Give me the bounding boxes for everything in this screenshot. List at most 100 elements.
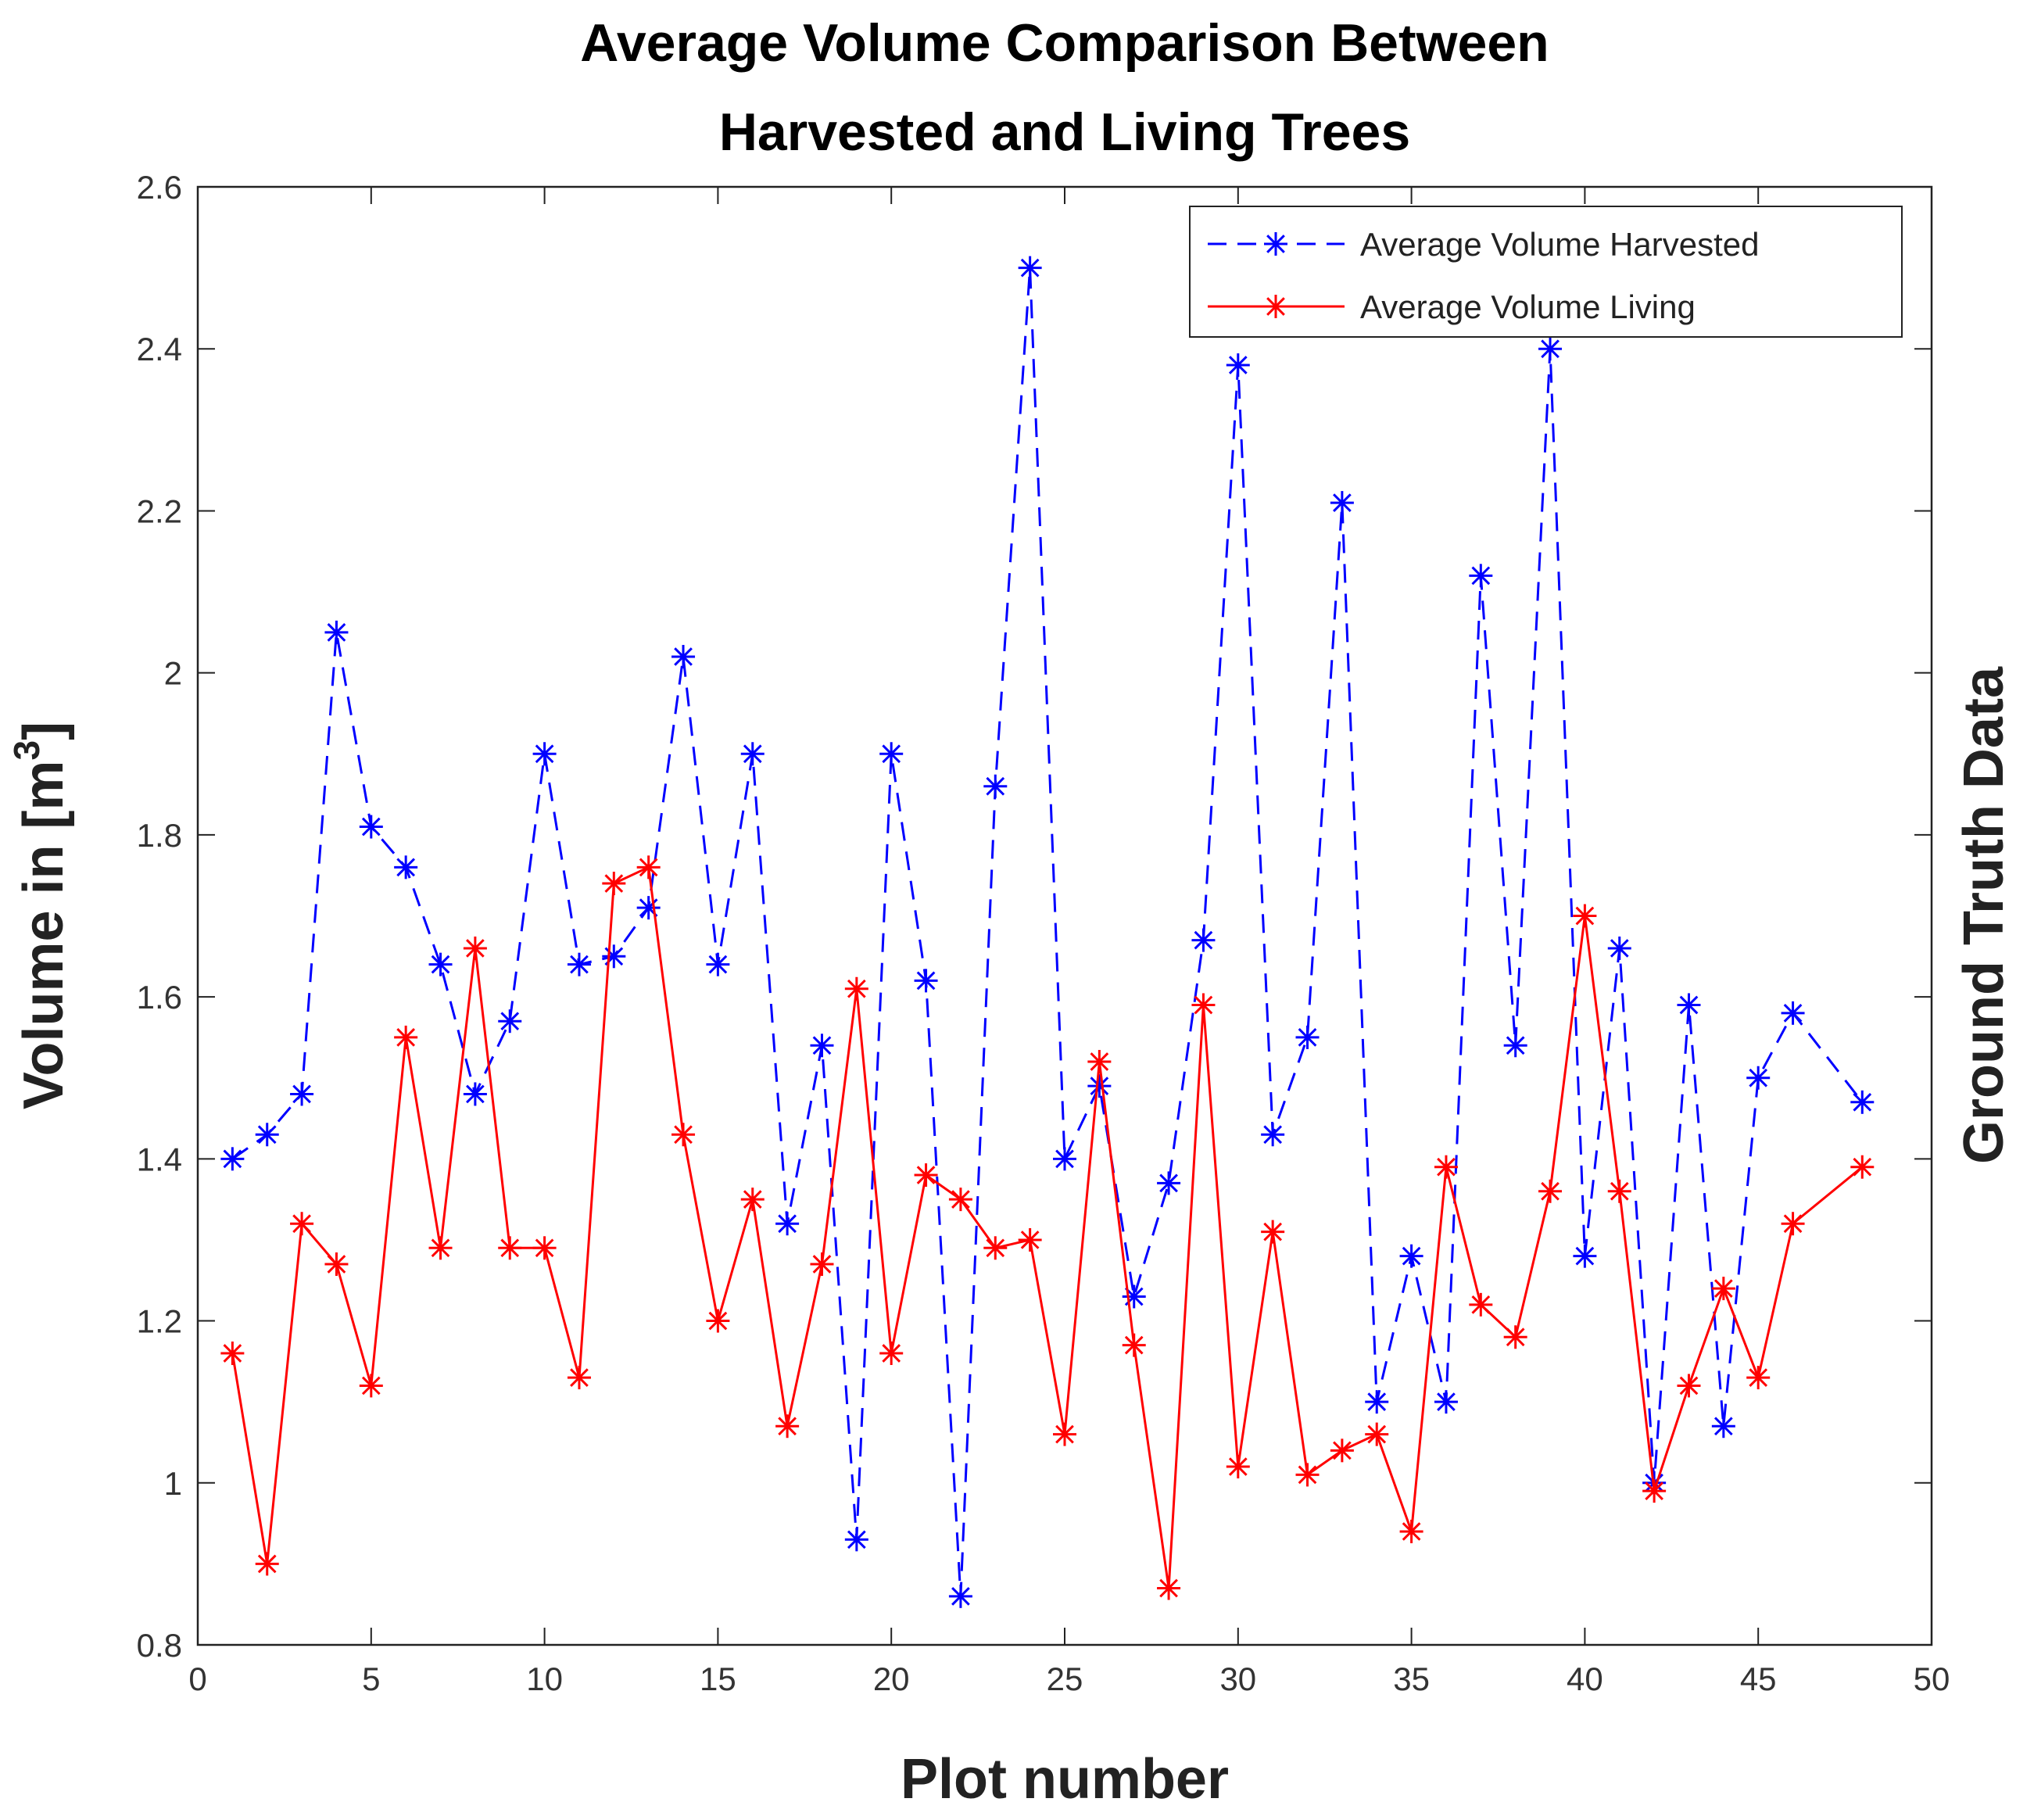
y-tick-label: 1.6 — [137, 979, 182, 1016]
data-point-living — [775, 1414, 800, 1438]
series-layer — [220, 256, 1875, 1608]
y-tick-label: 2 — [164, 655, 182, 692]
legend-label-living: Average Volume Living — [1360, 288, 1696, 325]
data-point-harvested — [567, 952, 591, 976]
data-point-living — [1538, 1179, 1563, 1203]
axis-ticks: 0 5 10 15 20 25 30 35 40 45 50 0.8 1 1.2 1.4 1.6 1.8 2 2.2… — [137, 169, 1950, 1697]
data-point-living — [879, 1342, 904, 1365]
y-tick-label: 2.4 — [137, 331, 182, 367]
data-point-harvested — [1469, 564, 1493, 588]
data-point-harvested — [1053, 1147, 1076, 1171]
data-point-living — [290, 1212, 314, 1236]
x-tick-label: 5 — [362, 1661, 380, 1697]
data-point-harvested — [463, 1082, 487, 1106]
data-point-harvested — [671, 644, 696, 668]
data-point-harvested — [498, 1009, 522, 1034]
x-tick-label: 20 — [873, 1661, 910, 1697]
data-point-harvested — [1573, 1244, 1597, 1268]
data-point-harvested — [1677, 993, 1701, 1017]
y-tick-label: 2.6 — [137, 169, 182, 206]
y-axis-label-end: ] — [13, 722, 75, 740]
data-point-living — [324, 1252, 349, 1277]
x-tick-label: 50 — [1914, 1661, 1950, 1697]
plot-area — [196, 185, 1933, 1646]
x-tick-label: 35 — [1393, 1661, 1430, 1697]
data-point-harvested — [1157, 1171, 1181, 1195]
data-point-harvested — [428, 952, 453, 976]
data-point-living — [1157, 1576, 1181, 1600]
legend-box — [1189, 206, 1903, 338]
data-point-living — [1226, 1455, 1250, 1479]
data-point-living — [1746, 1366, 1771, 1390]
data-point-harvested — [1330, 491, 1354, 515]
data-point-living — [1503, 1325, 1527, 1349]
data-point-harvested — [324, 620, 349, 644]
data-point-harvested — [844, 1528, 868, 1552]
data-point-living — [1434, 1155, 1458, 1179]
data-point-harvested — [706, 952, 730, 976]
data-point-living — [1018, 1227, 1042, 1252]
data-point-living — [1711, 1277, 1735, 1301]
y-axis-label: Volume in [m3] — [6, 722, 75, 1109]
data-point-harvested — [1503, 1034, 1527, 1058]
legend-label-harvested: Average Volume Harvested — [1360, 226, 1760, 263]
data-point-harvested — [1365, 1390, 1389, 1414]
data-point-living — [1053, 1422, 1076, 1446]
data-point-living — [394, 1025, 418, 1049]
y-tick-label: 0.8 — [137, 1627, 182, 1664]
data-point-harvested — [1781, 1001, 1805, 1025]
x-tick-label: 25 — [1047, 1661, 1083, 1697]
data-point-living — [1399, 1519, 1423, 1543]
data-point-living — [671, 1123, 696, 1147]
right-axis-label: Ground Truth Data — [1953, 666, 2015, 1164]
chart-title-line-1: Average Volume Comparison Between — [580, 13, 1549, 73]
y-tick-label: 1.2 — [137, 1303, 182, 1340]
data-point-living — [706, 1309, 730, 1333]
data-point-living — [1677, 1374, 1701, 1398]
data-point-living — [1295, 1463, 1320, 1487]
data-point-living — [1781, 1212, 1805, 1236]
data-point-living — [1607, 1179, 1631, 1203]
data-point-harvested — [290, 1082, 314, 1106]
x-tick-label: 40 — [1567, 1661, 1603, 1697]
data-point-living — [1642, 1479, 1667, 1503]
data-point-living — [914, 1163, 938, 1188]
data-point-living — [1122, 1333, 1146, 1357]
legend-asterisk — [1264, 232, 1287, 256]
data-point-living — [948, 1188, 972, 1212]
data-point-harvested — [1538, 337, 1563, 361]
data-point-harvested — [948, 1584, 972, 1608]
data-point-living — [255, 1552, 279, 1576]
data-point-living — [1191, 993, 1216, 1017]
data-point-harvested — [1399, 1244, 1423, 1268]
legend-marker-living — [1264, 295, 1287, 318]
data-point-living — [740, 1188, 765, 1212]
data-point-harvested — [810, 1034, 834, 1058]
data-point-living — [428, 1236, 453, 1260]
chart-title-line-2: Harvested and Living Trees — [719, 102, 1410, 162]
data-point-harvested — [532, 742, 557, 766]
data-point-living — [810, 1252, 834, 1277]
data-point-living — [359, 1374, 383, 1398]
y-tick-label: 1.8 — [137, 817, 182, 854]
data-point-living — [844, 976, 868, 1001]
data-point-harvested — [775, 1212, 800, 1236]
data-point-harvested — [636, 896, 661, 920]
y-tick-label: 1 — [164, 1465, 182, 1502]
data-point-living — [636, 855, 661, 880]
data-point-harvested — [220, 1147, 245, 1171]
data-point-harvested — [983, 774, 1008, 798]
data-point-living — [463, 936, 487, 960]
legend-marker-harvested — [1264, 232, 1287, 256]
x-tick-label: 15 — [700, 1661, 736, 1697]
data-point-living — [532, 1236, 557, 1260]
data-point-living — [1573, 904, 1597, 928]
data-point-harvested — [1607, 936, 1631, 960]
x-tick-label: 30 — [1219, 1661, 1256, 1697]
data-point-living — [1850, 1155, 1875, 1179]
data-point-harvested — [394, 855, 418, 880]
data-point-harvested — [1295, 1025, 1320, 1049]
data-point-harvested — [1087, 1074, 1112, 1098]
data-point-harvested — [255, 1123, 279, 1147]
data-point-harvested — [1191, 928, 1216, 952]
